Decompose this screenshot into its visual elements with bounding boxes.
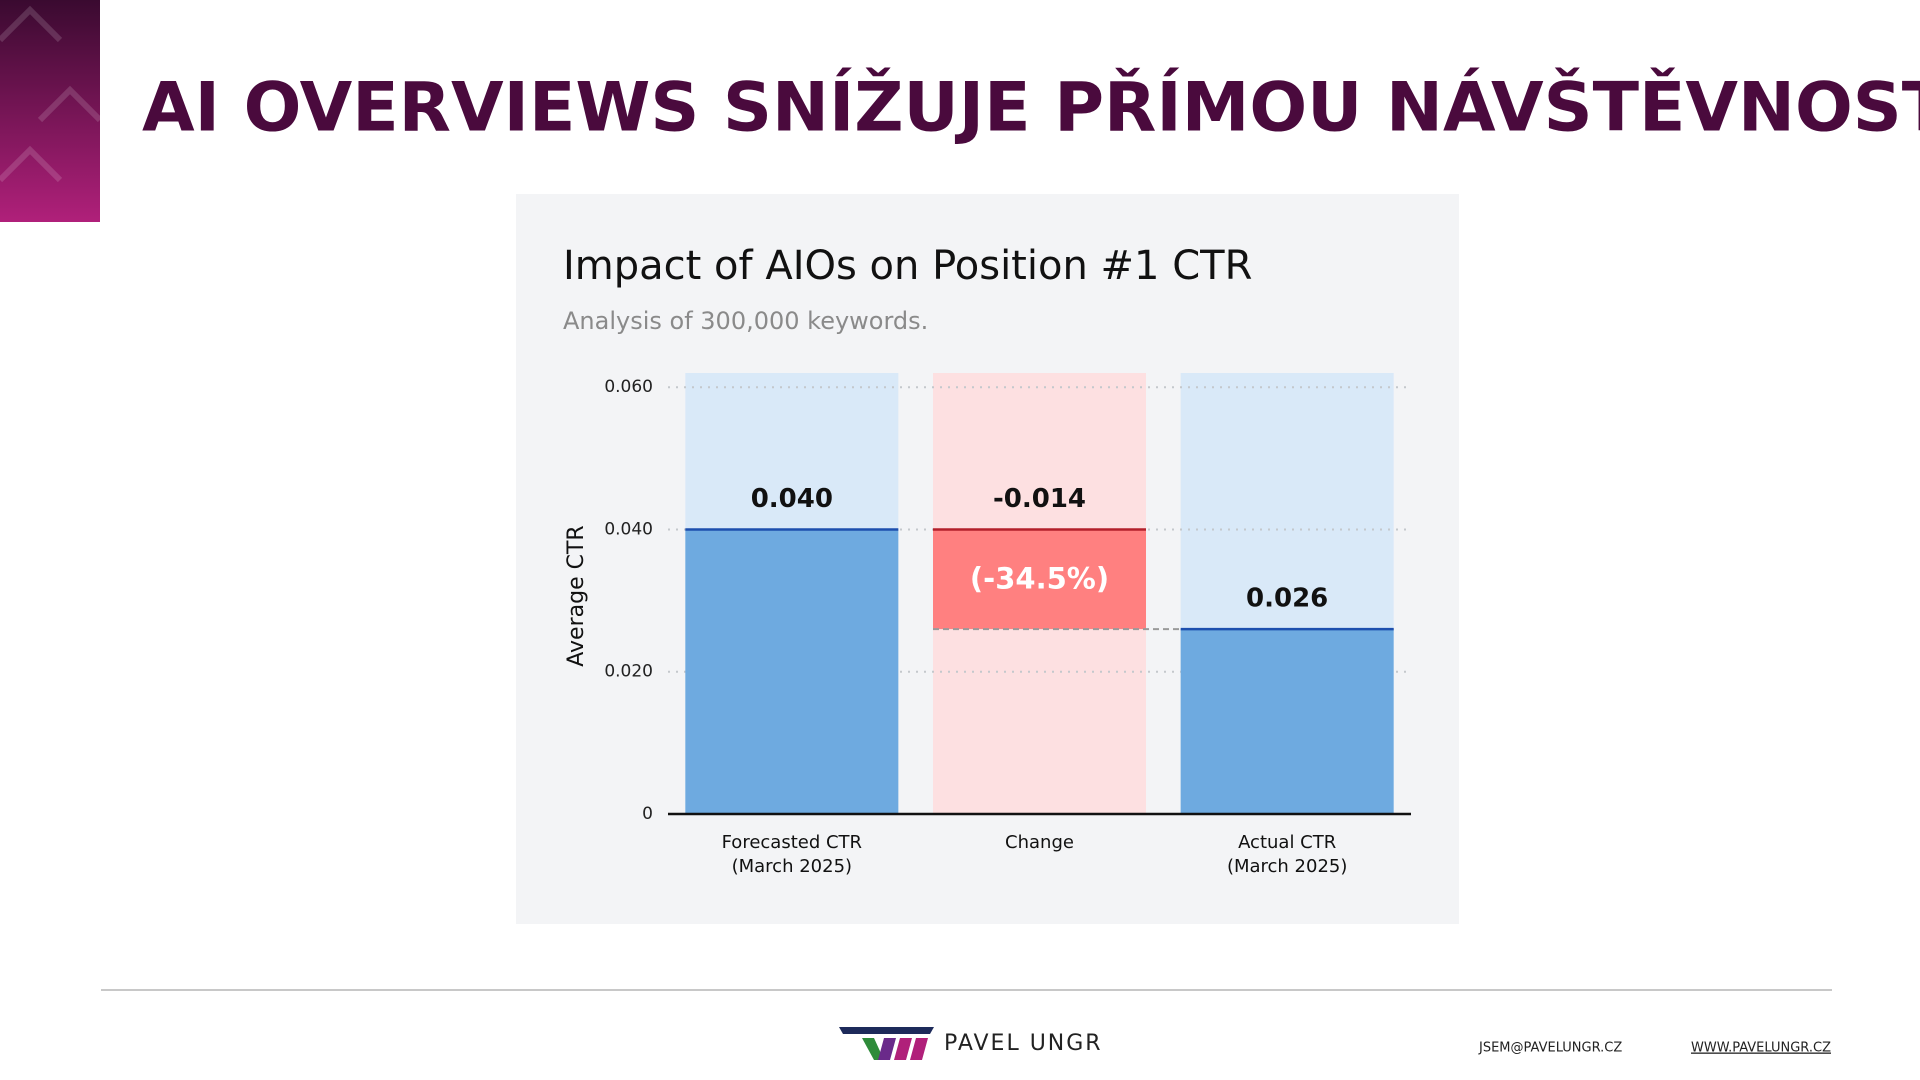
decoration (0, 0, 100, 222)
brand: PAVEL UNGR (944, 1031, 1103, 1056)
y-axis-label: Average CTR (564, 525, 589, 666)
x-tick-label: (March 2025) (732, 856, 852, 877)
value-label: -0.014 (993, 484, 1086, 514)
x-tick-label: (March 2025) (1227, 856, 1347, 877)
bar (685, 529, 899, 814)
email: JSEM@PAVELUNGR.CZ (1478, 1041, 1622, 1056)
chart-subtitle: Analysis of 300,000 keywords. (563, 307, 928, 335)
x-tick-label: Forecasted CTR (722, 832, 862, 853)
plot: 0 0.020 0.040 0.060 0.040 Forecasted CTR (Marc… (604, 373, 1411, 877)
y-tick-label: 0.020 (604, 662, 653, 682)
y-tick-label: 0.060 (604, 377, 653, 397)
x-tick-label: Actual CTR (1238, 832, 1336, 853)
bar (1180, 629, 1394, 814)
logo (839, 1027, 934, 1060)
x-tick-label: Change (1005, 832, 1074, 853)
chart-title: Impact of AIOs on Position #1 CTR (563, 243, 1252, 289)
bar (933, 529, 1146, 630)
value-label: 0.040 (751, 484, 833, 514)
slide-title: AI OVERVIEWS SNÍŽUJE PŘÍMOU NÁVŠTĚVNOST (142, 68, 1920, 148)
y-tick-label: 0.040 (604, 519, 653, 539)
value-label: 0.026 (1246, 584, 1328, 614)
decoration-pattern (0, 5, 103, 183)
annotation: (-34.5%) (970, 561, 1109, 595)
y-tick-label: 0 (642, 804, 653, 824)
website[interactable]: WWW.PAVELUNGR.CZ (1691, 1041, 1831, 1056)
